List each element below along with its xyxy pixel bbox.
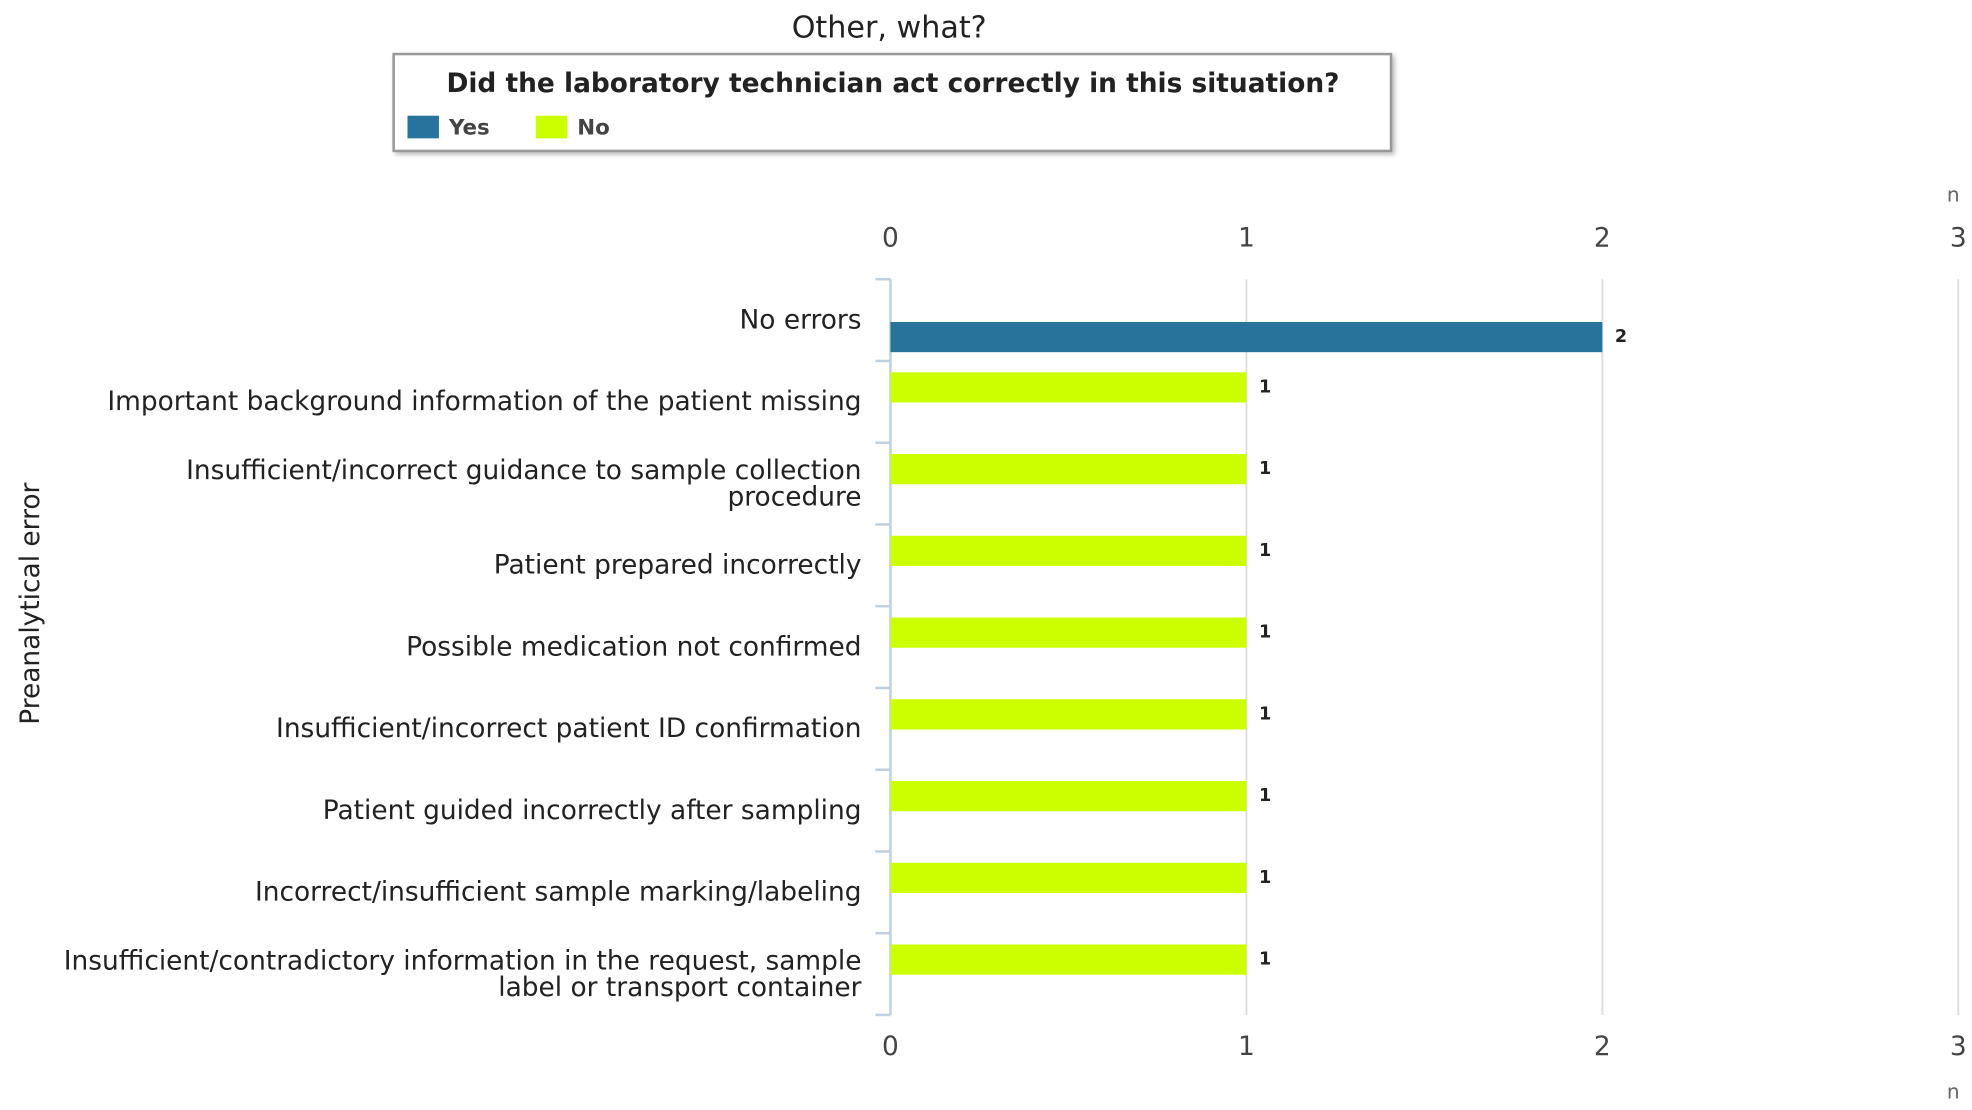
data-label: 1	[1259, 704, 1271, 724]
data-label: 1	[1259, 541, 1271, 561]
legend-label: Yes	[448, 115, 490, 140]
data-label: 1	[1259, 786, 1271, 806]
x-tick-label-top: 1	[1238, 222, 1255, 253]
bar	[890, 372, 1247, 403]
bar	[890, 862, 1247, 893]
y-tick-label: Insufficient/contradictory information i…	[63, 945, 862, 1002]
x-tick-label-bottom: 3	[1950, 1031, 1967, 1062]
bar	[890, 781, 1247, 812]
data-label: 1	[1259, 623, 1271, 643]
legend-title: Did the laboratory technician act correc…	[446, 68, 1339, 99]
x-tick-label-top: 2	[1594, 222, 1611, 253]
x-tick-label-bottom: 2	[1594, 1031, 1611, 1062]
y-tick-label: No errors	[739, 304, 862, 335]
data-label: 2	[1615, 327, 1627, 347]
data-label: 1	[1259, 950, 1271, 970]
bar	[890, 944, 1247, 975]
chart-title: Other, what?	[792, 10, 987, 45]
y-tick-label: Patient guided incorrectly after samplin…	[322, 794, 862, 826]
legend-label: No	[577, 115, 610, 140]
x-tick-label-top: 0	[882, 222, 899, 253]
data-label: 1	[1259, 868, 1271, 888]
y-tick-label: Insufficient/incorrect patient ID confir…	[276, 713, 862, 744]
bar	[890, 321, 1603, 353]
bar	[890, 535, 1247, 566]
x-axis-label-bottom: n	[1947, 1079, 1960, 1103]
y-tick-label: Insufficient/incorrect guidance to sampl…	[186, 454, 862, 512]
legend-swatch	[407, 115, 439, 139]
y-tick-label: Important background information of the …	[107, 386, 862, 417]
legend-swatch	[535, 115, 568, 139]
x-tick-label-bottom: 0	[882, 1031, 899, 1062]
bar	[890, 699, 1247, 730]
bar	[890, 454, 1247, 485]
y-tick-label: Possible medication not confirmed	[406, 631, 862, 662]
x-tick-label-bottom: 1	[1238, 1031, 1255, 1062]
data-label: 1	[1259, 459, 1271, 479]
x-axis-label-top: n	[1947, 183, 1960, 207]
bar	[890, 617, 1247, 648]
x-tick-label-top: 3	[1950, 222, 1967, 253]
y-axis-label: Preanalytical error	[15, 483, 46, 725]
y-tick-label: Patient prepared incorrectly	[493, 549, 862, 580]
data-label: 1	[1259, 377, 1271, 397]
y-tick-label: Incorrect/insufficient sample marking/la…	[254, 876, 862, 907]
